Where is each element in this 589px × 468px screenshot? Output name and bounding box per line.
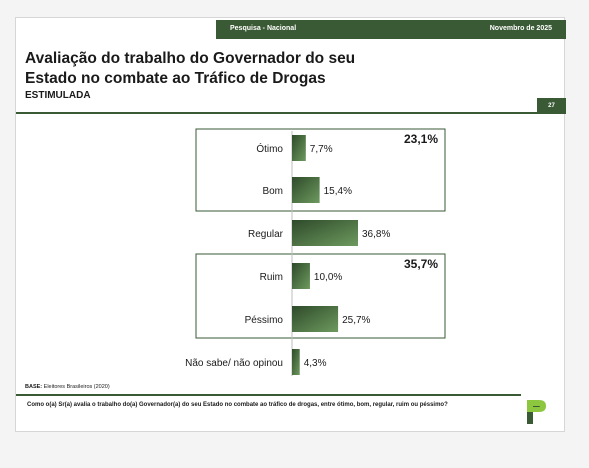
survey-question: Como o(a) Sr(a) avalia o trabalho do(a) … [27, 402, 448, 408]
group-box [195, 253, 446, 339]
category-label: Péssimo [245, 315, 284, 326]
value-label: 36,8% [362, 229, 390, 240]
page-number: 27 [537, 98, 566, 114]
bar-chart: 23,1% 35,7% Ótimo 7,7% Bom 15,4% Regular 36,8% R… [185, 128, 446, 376]
base-text: Eleitores Brasileiros (2020) [42, 384, 110, 390]
bar [292, 349, 300, 375]
bar [292, 135, 306, 161]
category-label: Bom [262, 186, 283, 197]
bar [292, 177, 320, 203]
base-label: BASE: [25, 384, 43, 390]
logo-stem [527, 412, 533, 424]
page-title-line-2: Estado no combate ao Tráfico de Drogas [25, 70, 326, 87]
base-note: BASE: Eleitores Brasileiros (2020) [25, 384, 110, 390]
header-divider [16, 112, 538, 114]
group-total-label: 23,1% [404, 132, 438, 146]
value-label: 7,7% [310, 144, 333, 155]
header-bar: Pesquisa - Nacional Novembro de 2025 [216, 20, 566, 39]
category-label: Não sabe/ não opinou [185, 358, 283, 369]
brand-logo [527, 400, 546, 424]
footer-divider [16, 394, 521, 396]
value-label: 15,4% [324, 186, 352, 197]
page-subtitle: ESTIMULADA [25, 90, 91, 101]
group-total-label: 35,7% [404, 257, 438, 271]
category-label: Ótimo [256, 142, 283, 155]
value-label: 25,7% [342, 315, 370, 326]
bar [292, 263, 310, 289]
bar [292, 306, 339, 332]
value-label: 10,0% [314, 272, 342, 283]
slide: Pesquisa - Nacional Novembro de 2025 Ava… [15, 17, 566, 432]
category-label: Ruim [260, 272, 283, 283]
survey-date: Novembro de 2025 [489, 25, 552, 32]
value-label: 4,3% [304, 358, 327, 369]
group-box [195, 128, 446, 212]
logo-shape-dark [533, 406, 540, 407]
bar [292, 220, 358, 246]
page-title-line-1: Avaliação do trabalho do Governador do s… [25, 50, 356, 67]
category-label: Regular [248, 229, 284, 240]
survey-label: Pesquisa - Nacional [230, 25, 297, 32]
